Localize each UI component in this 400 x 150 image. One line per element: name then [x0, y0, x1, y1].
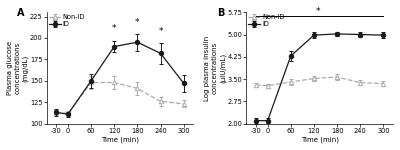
Text: *: *: [158, 27, 163, 36]
Y-axis label: Plasma glucose
concentrations
(mg/dL): Plasma glucose concentrations (mg/dL): [7, 41, 28, 95]
Text: *: *: [135, 18, 140, 27]
Legend: Non-ID, ID: Non-ID, ID: [48, 14, 86, 28]
Text: *: *: [316, 7, 320, 16]
Text: A: A: [18, 8, 25, 18]
Legend: Non-ID, ID: Non-ID, ID: [248, 14, 286, 28]
X-axis label: Time (min): Time (min): [301, 136, 339, 143]
Y-axis label: Log plasma insulin
concentrations
(μIU/mL): Log plasma insulin concentrations (μIU/m…: [204, 35, 226, 101]
Text: *: *: [112, 24, 116, 33]
X-axis label: Time (min): Time (min): [101, 136, 139, 143]
Text: B: B: [217, 8, 224, 18]
